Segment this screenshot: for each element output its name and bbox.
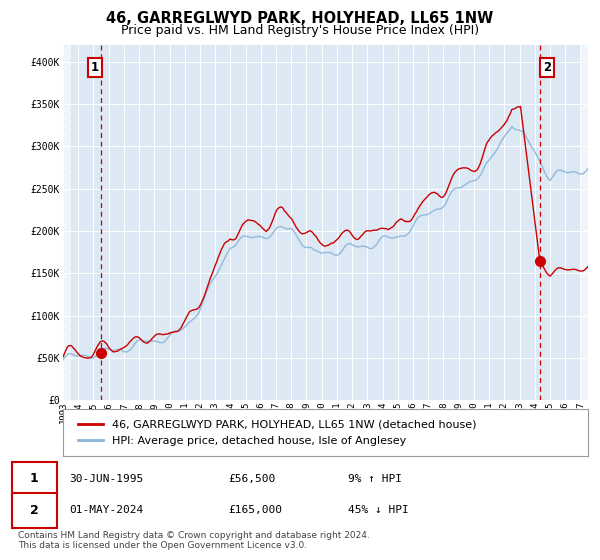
Text: 30-JUN-1995: 30-JUN-1995 bbox=[69, 474, 143, 484]
Text: 2: 2 bbox=[30, 504, 38, 517]
Text: 1: 1 bbox=[30, 472, 38, 485]
Text: 45% ↓ HPI: 45% ↓ HPI bbox=[348, 506, 409, 516]
Legend: 46, GARREGLWYD PARK, HOLYHEAD, LL65 1NW (detached house), HPI: Average price, de: 46, GARREGLWYD PARK, HOLYHEAD, LL65 1NW … bbox=[74, 415, 481, 450]
Text: Price paid vs. HM Land Registry's House Price Index (HPI): Price paid vs. HM Land Registry's House … bbox=[121, 24, 479, 36]
Text: 46, GARREGLWYD PARK, HOLYHEAD, LL65 1NW: 46, GARREGLWYD PARK, HOLYHEAD, LL65 1NW bbox=[106, 11, 494, 26]
Text: 2: 2 bbox=[544, 61, 551, 74]
Text: 1: 1 bbox=[91, 61, 99, 74]
Text: Contains HM Land Registry data © Crown copyright and database right 2024.
This d: Contains HM Land Registry data © Crown c… bbox=[18, 531, 370, 550]
Text: 9% ↑ HPI: 9% ↑ HPI bbox=[348, 474, 402, 484]
Text: £56,500: £56,500 bbox=[228, 474, 275, 484]
Text: 01-MAY-2024: 01-MAY-2024 bbox=[69, 506, 143, 516]
Text: £165,000: £165,000 bbox=[228, 506, 282, 516]
